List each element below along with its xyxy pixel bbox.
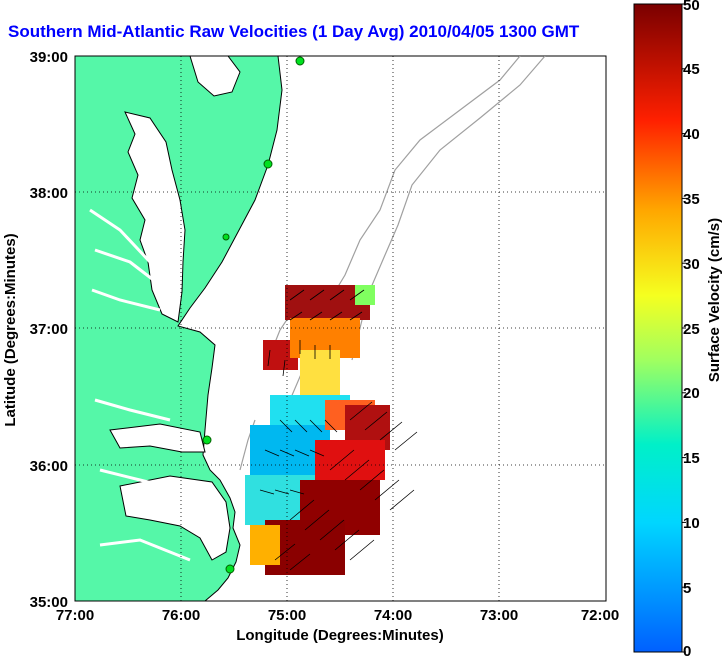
velocity-arrows [259, 289, 418, 571]
colorbar-tick-label: 20 [683, 385, 700, 402]
y-tick-label: 36:00 [30, 458, 68, 475]
x-tick-label: 76:00 [162, 607, 200, 624]
y-tick-label: 39:00 [30, 49, 68, 66]
y-tick-label: 38:00 [30, 185, 68, 202]
colorbar-tick-label: 40 [683, 126, 700, 143]
delaware-bay [189, 56, 241, 97]
colorbar-tick-label: 25 [683, 321, 700, 338]
radar-station-markers [202, 56, 305, 574]
colorbar-tick-label: 0 [683, 643, 691, 659]
colorbar-label: Surface Velocity (cm/s) [706, 218, 723, 382]
x-tick-label: 74:00 [374, 607, 412, 624]
map-title: Southern Mid-Atlantic Raw Velocities (1 … [8, 22, 580, 41]
colorbar-tick-label: 30 [683, 256, 700, 273]
colorbar-ticks [682, 3, 686, 653]
y-tick-label: 35:00 [30, 594, 68, 611]
grid-lines [75, 56, 606, 601]
colorbar-tick-label: 5 [683, 580, 691, 597]
x-tick-label: 72:00 [581, 607, 619, 624]
rivers [89, 208, 191, 562]
colorbar-tick-label: 35 [683, 191, 700, 208]
y-tick-label: 37:00 [30, 321, 68, 338]
pamlico-sound [119, 475, 231, 561]
colorbar-tick-label: 45 [683, 61, 700, 78]
colorbar [633, 3, 683, 653]
colorbar-tick-label: 50 [683, 0, 700, 14]
y-axis-label: Latitude (Degrees:Minutes) [2, 233, 19, 426]
x-tick-label: 77:00 [56, 607, 94, 624]
chesapeake-bay [124, 111, 186, 323]
colorbar-tick-label: 15 [683, 450, 700, 467]
x-axis-label: Longitude (Degrees:Minutes) [236, 627, 444, 644]
colorbar-tick-label: 10 [683, 515, 700, 532]
x-tick-label: 73:00 [480, 607, 518, 624]
x-tick-label: 75:00 [268, 607, 306, 624]
